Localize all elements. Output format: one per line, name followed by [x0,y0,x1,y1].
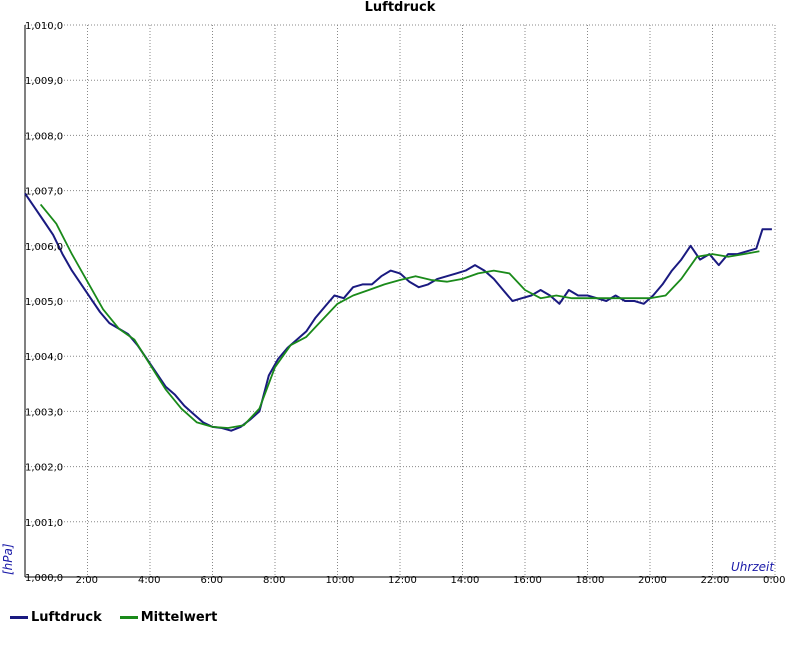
x-tick-label: 8:00 [263,575,285,586]
plot-frame [24,25,775,578]
legend-swatch-mittelwert [119,615,138,619]
legend-swatch-luftdruck [10,615,28,619]
x-tick-label: 12:00 [388,575,417,586]
x-tick-labels: 2:00 4:00 6:00 8:00 10:00 12:00 14:00 16:00 18:0… [76,575,786,586]
y-tick-label: 1,005,0 [25,297,63,308]
x-tick-label: 10:00 [326,575,355,586]
y-tick-label: 1,001,0 [25,518,63,529]
x-tick-label: 6:00 [201,575,223,586]
x-tick-label: 16:00 [513,575,542,586]
series-line-luftdruck [24,192,772,432]
x-axis-label: Uhrzeit [731,560,775,574]
x-tick-label: 20:00 [638,575,667,586]
x-tick-label: 0:00 [763,575,785,586]
x-tick-label: 14:00 [451,575,480,586]
y-tick-label: 1,003,0 [25,407,63,418]
x-tick-label: 22:00 [701,575,730,586]
chart-title: Luftdruck [364,0,436,15]
series-line-mittelwert [39,203,760,429]
y-tick-labels: 1,000,0 1,001,0 1,002,0 1,003,0 1,004,0 1,005… [25,21,63,584]
legend-label-mittelwert: Mittelwert [140,609,218,625]
y-tick-label: 1,004,0 [25,352,63,363]
legend-item-mittelwert: Mittelwert [119,609,218,625]
legend-item-luftdruck: Luftdruck [10,610,102,625]
legend-label-luftdruck: Luftdruck [31,609,102,625]
y-tick-label: 1,002,0 [25,463,63,474]
x-tick-label: 4:00 [138,575,160,586]
y-tick-label: 1,007,0 [25,187,63,198]
y-tick-label: 1,006,0 [25,242,63,253]
y-tick-label: 1,008,0 [25,131,63,142]
series-lines [24,192,772,432]
x-tick-label: 18:00 [576,575,605,586]
x-tick-label: 2:00 [76,575,98,586]
y-tick-label: 1,010,0 [25,21,63,32]
y-tick-label: 1,000,0 [25,573,63,584]
y-tick-label: 1,009,0 [25,76,63,87]
y-axis-label: [hPa] [1,543,15,575]
legend: Luftdruck Mittelwert [10,608,235,626]
grid [25,24,776,578]
